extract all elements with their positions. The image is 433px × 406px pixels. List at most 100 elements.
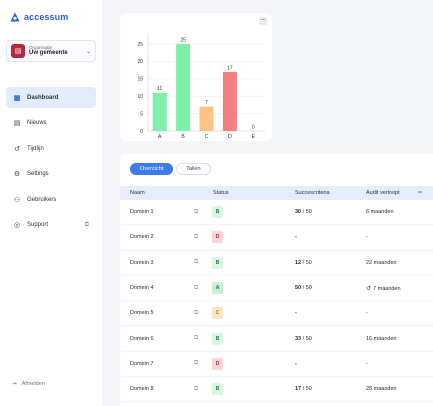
domain-name[interactable]: Domein 7 (130, 360, 154, 367)
edit-icon[interactable]: ⧉ (194, 233, 199, 240)
table-row[interactable]: Domein 7 ⧉ D - - (120, 352, 433, 378)
logout-icon: ⇥ (12, 381, 17, 387)
criteria-value: - (295, 310, 297, 317)
organisation-label: Organisatie (29, 44, 53, 50)
table-row[interactable]: Domein 3 ⧉ B 12 / 50 22 maanden (120, 251, 433, 276)
criteria-value: - (295, 234, 297, 241)
domain-name[interactable]: Domein 5 (130, 310, 154, 317)
newspaper-icon: ▤ (13, 120, 21, 127)
criteria-value: 50 / 50 (295, 285, 312, 292)
x-tick-label: C (205, 134, 209, 140)
table-row[interactable]: Domein 8 ⧉ B 17 / 50 28 maanden (120, 377, 433, 403)
data-label: 17 (227, 65, 233, 71)
users-icon: ⚇ (13, 196, 21, 204)
column-header-name[interactable]: Naam (130, 190, 145, 196)
status-badge: A (212, 282, 223, 295)
bar-a (152, 92, 167, 131)
accessum-logo-icon (10, 12, 20, 22)
y-tick-label: 20 (137, 59, 143, 65)
sidebar-item-nieuws[interactable]: ▤ Nieuws (6, 113, 96, 134)
organisation-logo-icon: ▤ (11, 44, 25, 58)
edit-icon[interactable]: ⧉ (194, 335, 199, 342)
sidebar-item-label: Tijdlijn (27, 145, 44, 152)
criteria-value: 17 / 50 (295, 386, 312, 393)
data-label: 25 (180, 37, 186, 43)
criteria-value: 12 / 50 (295, 259, 312, 266)
table-row[interactable]: Domein 1 ⧉ B 30 / 50 6 maanden (120, 200, 433, 226)
brand-logo[interactable]: accessum (10, 12, 68, 22)
y-tick-label: 25 (137, 42, 143, 48)
edit-icon[interactable]: ⧉ (194, 208, 199, 215)
x-tick-label: B (181, 134, 185, 140)
column-menu-icon[interactable]: ═ (418, 190, 423, 196)
table-row[interactable]: Domein 4 ⧉ A 50 / 50 ↺ 7 maanden (120, 276, 433, 302)
edit-icon[interactable]: ⧉ (194, 360, 199, 367)
tab-tallen[interactable]: Tallen (176, 163, 211, 175)
domain-name[interactable]: Domein 4 (130, 285, 154, 292)
status-badge: D (212, 357, 223, 370)
sidebar-item-label: Dashboard (27, 94, 59, 101)
organisation-selector[interactable]: ▤ Organisatie Uw gemeente ⌄ (6, 40, 96, 62)
domain-name[interactable]: Domein 2 (130, 234, 154, 241)
edit-icon[interactable]: ⧉ (194, 284, 199, 291)
chart-menu-icon[interactable]: – (259, 17, 267, 25)
criteria-value: - (295, 360, 297, 367)
brand-name: accessum (24, 12, 69, 22)
table-body: Domein 1 ⧉ B 30 / 50 6 maanden Domein 2 ⧉ D - - Do… (120, 200, 433, 403)
sidebar-item-dashboard[interactable]: ▦ Dashboard (6, 87, 96, 108)
table-row[interactable]: Domein 2 ⧉ D - - (120, 225, 433, 251)
bar-d (222, 71, 237, 131)
chevron-down-icon: ⌄ (85, 48, 91, 55)
column-header-status[interactable]: Status (213, 190, 229, 196)
organisation-name: Uw gemeente (29, 50, 68, 57)
x-tick-label: A (158, 134, 162, 140)
y-tick-label: 10 (137, 94, 143, 100)
edit-icon[interactable]: ⧉ (194, 385, 199, 392)
y-tick-label: 5 (140, 111, 143, 117)
sidebar-item-label: Gebruikers (27, 196, 57, 203)
domain-name[interactable]: Domein 1 (130, 209, 154, 216)
data-label: 11 (157, 86, 162, 92)
edit-icon[interactable]: ⧉ (194, 309, 199, 316)
logout-button[interactable]: ⇥ Afmelden (12, 381, 45, 387)
domain-name[interactable]: Domein 3 (130, 259, 154, 266)
y-tick-label: 0 (140, 129, 143, 135)
criteria-value: 33 / 50 (295, 335, 312, 342)
status-badge: B (212, 332, 223, 345)
view-tabs: Overzicht Tallen (130, 163, 211, 175)
table-row[interactable]: Domein 5 ⧉ C - - (120, 301, 433, 327)
audit-expiry: ↺ 7 maanden (366, 285, 401, 292)
table-row[interactable]: Domein 6 ⧉ B 33 / 50 16 maanden (120, 326, 433, 352)
audit-expiry: 22 maanden (366, 259, 397, 266)
audit-expiry: 6 maanden (366, 209, 394, 216)
sidebar-item-settings[interactable]: ⚙ Settings (6, 164, 96, 185)
sidebar-item-label: Nieuws (27, 120, 47, 126)
edit-icon[interactable]: ⧉ (194, 259, 199, 266)
history-icon: ↺ (14, 145, 20, 153)
x-tick-label: D (228, 134, 232, 140)
score-chart-card: – 0 5 10 15 20 25 11 A 25 B 7 C 17 D 0 E (120, 13, 272, 141)
sidebar-item-support[interactable]: ◎ Support ⧉ (6, 215, 96, 236)
sidebar: accessum ▤ Organisatie Uw gemeente ⌄ ▦ D… (0, 0, 103, 406)
sidebar-item-tijdlijn[interactable]: ↺ Tijdlijn (6, 138, 96, 159)
data-label: 7 (205, 100, 208, 106)
domains-table-card: Overzicht Tallen Naam Status Succescrite… (120, 154, 433, 406)
grid-icon: ▦ (13, 94, 21, 102)
lifebuoy-icon: ◎ (13, 222, 21, 229)
score-bar-chart: 0 5 10 15 20 25 11 A 25 B 7 C 17 D 0 E (137, 33, 265, 140)
domain-name[interactable]: Domein 6 (130, 335, 154, 342)
column-header-audit[interactable]: Audit verloopt (366, 190, 400, 196)
sidebar-item-label: Support (27, 222, 49, 228)
gear-icon: ⚙ (13, 171, 21, 178)
sidebar-item-gebruikers[interactable]: ⚇ Gebruikers (6, 189, 96, 210)
audit-expiry: - (366, 310, 368, 317)
tab-overzicht[interactable]: Overzicht (130, 163, 174, 175)
table-header: Naam Status Succescriteria Audit verloop… (120, 186, 433, 200)
status-badge: D (212, 231, 223, 244)
logout-label: Afmelden (21, 381, 45, 387)
audit-expiry: - (366, 234, 368, 241)
data-label: 0 (252, 125, 255, 131)
domain-name[interactable]: Domein 8 (130, 386, 154, 393)
column-header-criteria[interactable]: Succescriteria (295, 190, 330, 196)
sidebar-nav: ▦ Dashboard ▤ Nieuws ↺ Tijdlijn ⚙ Settin… (6, 87, 96, 240)
